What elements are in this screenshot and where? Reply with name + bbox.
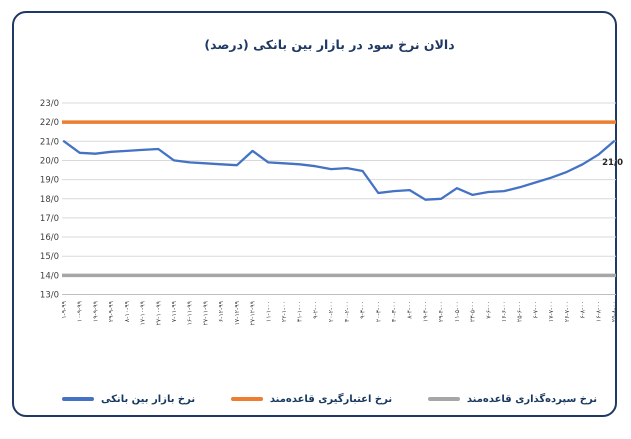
- x-axis-labels: ۱-۹-۹۹ ۱۰-۹-۹۹ ۱۹-۹-۹۹ ۲۹-۹-۹۹ ۸-۱۰-۹۹ ۱۷-۱۰-…: [61, 300, 618, 325]
- svg-text:۱۶-۱۱-۹۹: ۱۶-۱۱-۹۹: [187, 300, 194, 325]
- svg-text:۲۹-۹-۹۹: ۲۹-۹-۹۹: [108, 300, 115, 322]
- svg-text:۶-۸-۰۰: ۶-۸-۰۰: [580, 301, 587, 319]
- legend: نرخ بازار بین بانکی نرخ اعتبارگیری قاعده…: [62, 387, 597, 411]
- svg-text:۳۰-۳-۰۰: ۳۰-۳-۰۰: [391, 301, 398, 322]
- legend-item-deposit-facility-rate: نرخ سپرده‌گذاری قاعده‌مند: [427, 393, 597, 405]
- svg-text:۲۵-۸-۰۰: ۲۵-۸-۰۰: [611, 301, 618, 322]
- svg-text:۱۱-۵-۰۰: ۱۱-۵-۰۰: [454, 301, 461, 322]
- svg-text:۷-۶-۰۰: ۷-۶-۰۰: [485, 301, 492, 319]
- svg-text:19/0: 19/0: [40, 176, 59, 186]
- svg-text:۱۷-۱۰-۹۹: ۱۷-۱۰-۹۹: [140, 300, 147, 325]
- svg-text:۱۹-۴-۰۰: ۱۹-۴-۰۰: [422, 301, 429, 322]
- svg-text:۸-۱۰-۹۹: ۸-۱۰-۹۹: [124, 300, 131, 322]
- svg-text:۶-۱۲-۹۹: ۶-۱۲-۹۹: [218, 300, 225, 322]
- endpoint-data-label: 21/0: [602, 158, 623, 168]
- svg-text:۲۰-۲-۰۰: ۲۰-۲-۰۰: [328, 301, 335, 322]
- svg-text:۲۳-۵-۰۰: ۲۳-۵-۰۰: [470, 301, 477, 322]
- svg-text:21/0: 21/0: [40, 137, 59, 147]
- legend-item-interbank-rate: نرخ بازار بین بانکی: [62, 394, 195, 405]
- svg-text:۲۷-۱۰-۹۹: ۲۷-۱۰-۹۹: [155, 300, 162, 325]
- legend-item-lending-facility-rate: نرخ اعتبارگیری قاعده‌مند: [230, 393, 393, 405]
- interbank-rate-line-swatch: [62, 397, 94, 401]
- svg-text:۸-۴-۰۰: ۸-۴-۰۰: [407, 301, 414, 319]
- svg-text:20/0: 20/0: [40, 156, 59, 166]
- legend-label-interbank-rate: نرخ بازار بین بانکی: [101, 393, 196, 405]
- svg-text:۱۶-۸-۰۰: ۱۶-۸-۰۰: [595, 301, 602, 322]
- svg-text:17/0: 17/0: [40, 214, 59, 224]
- svg-text:23/0: 23/0: [40, 99, 59, 109]
- deposit-facility-line-swatch: [427, 397, 460, 401]
- chart-title: دالان نرخ سود در بازار بین بانکی (درصد): [204, 37, 455, 52]
- svg-text:۲۶-۷-۰۰: ۲۶-۷-۰۰: [564, 301, 571, 322]
- y-axis-labels: 13/0 14/0 15/0 16/0 17/0 18/0 19/0 20/0 21/0 22/0…: [40, 99, 59, 301]
- plot-area: 13/0 14/0 15/0 16/0 17/0 18/0 19/0 20/0 21/0 22/0…: [40, 99, 623, 325]
- svg-text:۹-۳-۰۰: ۹-۳-۰۰: [360, 301, 367, 319]
- legend-label-lending-facility-rate: نرخ اعتبارگیری قاعده‌مند: [269, 393, 393, 405]
- svg-text:۶-۷-۰۰: ۶-۷-۰۰: [532, 301, 539, 319]
- legend-label-deposit-facility-rate: نرخ سپرده‌گذاری قاعده‌مند: [466, 393, 597, 405]
- svg-text:۳۰-۲-۰۰: ۳۰-۲-۰۰: [344, 301, 351, 322]
- lending-facility-line-swatch: [230, 397, 263, 401]
- svg-text:۲۰-۳-۰۰: ۲۰-۳-۰۰: [375, 301, 382, 322]
- series-interbank-line: [62, 140, 616, 201]
- svg-text:۲۷-۱۱-۹۹: ۲۷-۱۱-۹۹: [202, 300, 209, 325]
- svg-text:16/0: 16/0: [40, 233, 59, 243]
- svg-text:۱۰-۹-۹۹: ۱۰-۹-۹۹: [77, 300, 84, 322]
- svg-text:۲۷-۱۲-۹۹: ۲۷-۱۲-۹۹: [250, 300, 257, 325]
- svg-text:۱-۹-۹۹: ۱-۹-۹۹: [61, 300, 68, 318]
- gridlines: [62, 102, 616, 295]
- svg-text:13/0: 13/0: [40, 291, 59, 301]
- svg-text:۱۶-۶-۰۰: ۱۶-۶-۰۰: [501, 301, 508, 322]
- chart-card: دالان نرخ سود در بازار بین بانکی (درصد) …: [12, 11, 623, 417]
- svg-text:22/0: 22/0: [40, 118, 59, 128]
- svg-text:۹-۲-۰۰: ۹-۲-۰۰: [312, 301, 319, 319]
- svg-text:۳۱-۱-۰۰: ۳۱-۱-۰۰: [297, 301, 304, 322]
- svg-text:۱۷-۷-۰۰: ۱۷-۷-۰۰: [548, 301, 555, 322]
- svg-text:15/0: 15/0: [40, 252, 59, 262]
- svg-text:۱۷-۱۲-۹۹: ۱۷-۱۲-۹۹: [234, 300, 241, 325]
- svg-text:۲۵-۶-۰۰: ۲۵-۶-۰۰: [517, 301, 524, 322]
- svg-text:18/0: 18/0: [40, 195, 59, 205]
- svg-text:14/0: 14/0: [40, 271, 59, 281]
- svg-text:۱۹-۹-۹۹: ۱۹-۹-۹۹: [92, 300, 99, 322]
- svg-text:۷-۱۱-۹۹: ۷-۱۱-۹۹: [171, 300, 178, 322]
- svg-text:۱۱-۱-۰۰: ۱۱-۱-۰۰: [265, 301, 272, 322]
- svg-text:۲۹-۴-۰۰: ۲۹-۴-۰۰: [438, 301, 445, 322]
- svg-text:۲۲-۱-۰۰: ۲۲-۱-۰۰: [281, 301, 288, 322]
